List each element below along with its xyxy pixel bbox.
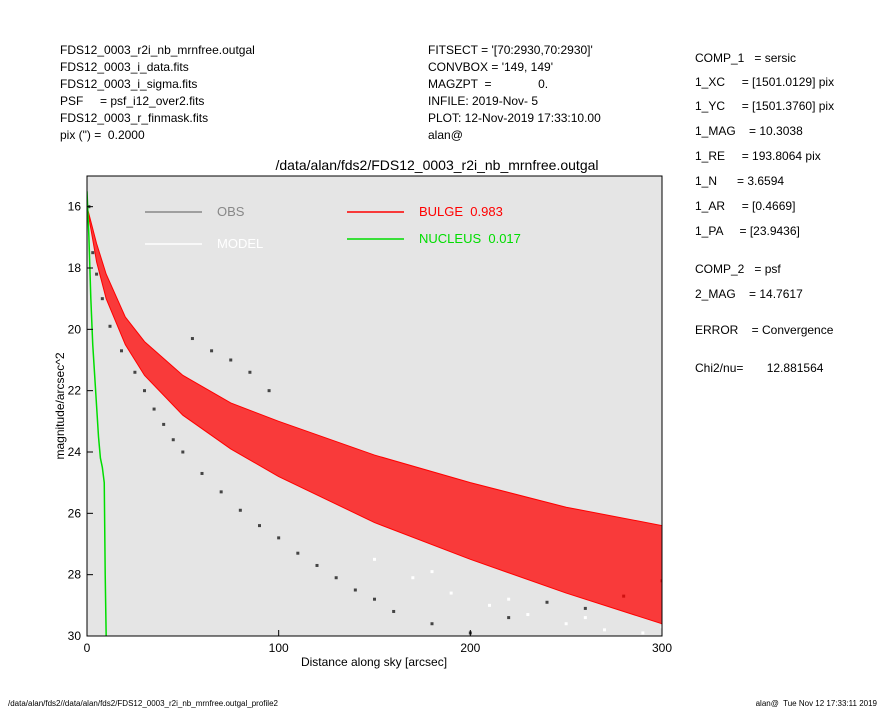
data-point — [91, 251, 95, 255]
data-point — [200, 471, 204, 475]
footer-right: alan@ Tue Nov 12 17:33:11 2019 — [756, 699, 878, 708]
data-point — [507, 616, 511, 620]
x-tick-label: 0 — [84, 641, 91, 655]
legend-label: MODEL — [217, 236, 263, 251]
footer-left: /data/alan/fds2//data/alan/fds2/FDS12_00… — [8, 699, 279, 708]
data-point — [430, 570, 434, 574]
x-tick-label: 100 — [269, 641, 289, 655]
data-point — [100, 297, 104, 301]
header-middle-line: CONVBOX = '149, 149' — [428, 60, 553, 74]
fit-parameter: 1_RE = 193.8064 pix — [695, 149, 821, 163]
data-point — [392, 609, 396, 613]
y-tick-label: 26 — [68, 506, 82, 520]
x-axis-label: Distance along sky [arcsec] — [301, 655, 447, 669]
data-point — [95, 272, 99, 276]
data-point — [660, 625, 662, 629]
fit-parameter: 1_PA = [23.9436] — [695, 224, 800, 238]
data-point — [315, 563, 319, 567]
header-middle-line: FITSECT = '[70:2930,70:2930]' — [428, 43, 593, 57]
fit-parameter: 2_MAG = 14.7617 — [695, 287, 803, 301]
header-left-line: FDS12_0003_r_finmask.fits — [60, 111, 208, 125]
data-point — [108, 324, 112, 328]
data-point — [411, 576, 415, 580]
data-point — [181, 450, 185, 454]
data-point — [526, 613, 530, 617]
x-tick-label: 200 — [460, 641, 480, 655]
data-point — [334, 576, 338, 580]
x-tick-label: 300 — [652, 641, 672, 655]
header-middle-line: PLOT: 12-Nov-2019 17:33:10.00 — [428, 111, 601, 125]
data-point — [162, 422, 166, 426]
data-point — [277, 536, 281, 540]
fit-parameter: COMP_2 = psf — [695, 262, 781, 276]
data-point — [564, 622, 568, 626]
fit-parameter: Chi2/nu= 12.881564 — [695, 361, 824, 375]
data-point — [190, 337, 194, 341]
y-tick-label: 16 — [68, 200, 82, 214]
data-point — [430, 622, 434, 626]
data-point — [296, 551, 300, 555]
header-left-line: PSF = psf_i12_over2.fits — [60, 94, 204, 108]
data-point — [373, 597, 376, 601]
series-band — [87, 206, 662, 625]
series-line — [87, 191, 107, 636]
y-tick-label: 28 — [68, 568, 82, 582]
data-point — [545, 600, 549, 604]
data-point — [449, 591, 453, 595]
data-point — [488, 603, 491, 607]
fit-parameter: 1_AR = [0.4669] — [695, 199, 795, 213]
data-point — [583, 616, 587, 620]
header-left-line: FDS12_0003_r2i_nb_mrnfree.outgal — [60, 43, 255, 57]
plot-frame — [86, 175, 663, 637]
data-point — [133, 370, 137, 374]
header-left-line: pix (") = 0.2000 — [60, 128, 145, 142]
data-point — [210, 349, 214, 353]
y-tick-label: 22 — [68, 384, 82, 398]
data-point — [219, 490, 223, 494]
data-point — [120, 349, 123, 353]
legend-label: OBS — [217, 204, 245, 219]
legend-label: BULGE 0.983 — [419, 204, 503, 219]
y-tick-label: 30 — [68, 629, 82, 643]
fit-parameter: 1_N = 3.6594 — [695, 174, 784, 188]
header-left-line: FDS12_0003_i_data.fits — [60, 60, 189, 74]
chart-title: /data/alan/fds2/FDS12_0003_r2i_nb_mrnfre… — [276, 157, 599, 173]
y-tick-label: 18 — [68, 261, 82, 275]
data-point — [353, 588, 357, 592]
header-middle-line: alan@ — [428, 128, 463, 142]
data-point — [373, 557, 376, 561]
y-axis-label: magnitude/arcsec^2 — [53, 352, 67, 459]
legend-label: NUCLEUS 0.017 — [419, 231, 521, 246]
data-point — [583, 606, 587, 610]
header-middle-line: MAGZPT = 0. — [428, 77, 548, 91]
data-point — [143, 389, 146, 393]
header-left-line: FDS12_0003_i_sigma.fits — [60, 77, 197, 91]
data-point — [641, 631, 645, 635]
y-tick-label: 24 — [68, 445, 82, 459]
data-point — [258, 524, 261, 528]
data-point — [171, 438, 175, 442]
fit-parameter: 1_YC = [1501.3760] pix — [695, 99, 834, 113]
fit-parameter: COMP_1 = sersic — [695, 51, 796, 65]
data-point — [507, 597, 511, 601]
fit-parameter: 1_MAG = 10.3038 — [695, 124, 803, 138]
y-tick-label: 20 — [68, 322, 82, 336]
header-middle-line: INFILE: 2019-Nov- 5 — [428, 94, 538, 108]
data-point — [238, 508, 242, 512]
fit-parameter: 1_XC = [1501.0129] pix — [695, 75, 834, 89]
data-point — [229, 358, 233, 362]
data-point — [603, 628, 606, 632]
data-point — [267, 389, 271, 393]
data-point — [248, 370, 252, 374]
data-point — [152, 407, 156, 411]
fit-parameter: ERROR = Convergence — [695, 323, 834, 337]
